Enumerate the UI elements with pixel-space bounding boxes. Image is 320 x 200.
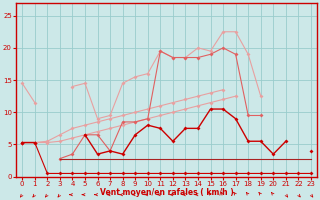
- X-axis label: Vent moyen/en rafales ( km/h ): Vent moyen/en rafales ( km/h ): [100, 188, 234, 197]
